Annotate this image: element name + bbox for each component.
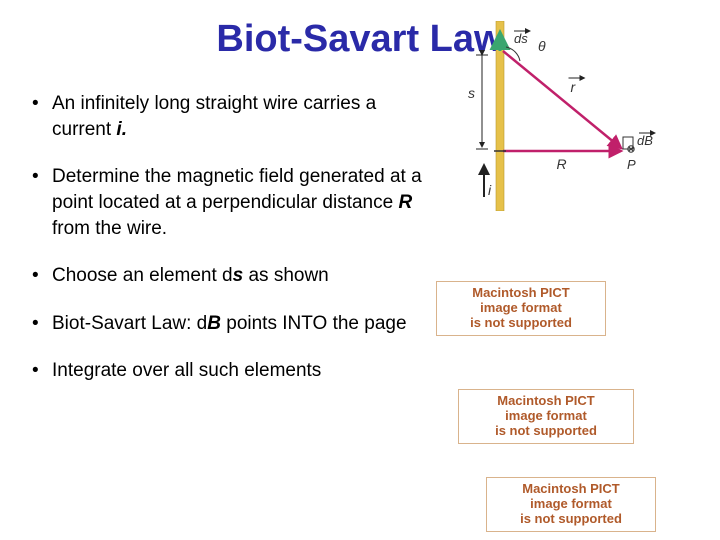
bullet-item: Biot-Savart Law: dB points INTO the page (28, 311, 428, 337)
right-column: dsθsrRPdBi Macintosh PICT image format i… (428, 69, 693, 384)
svg-text:r: r (571, 79, 577, 95)
pict-error-2: Macintosh PICT image format is not suppo… (458, 389, 634, 444)
wire-diagram: dsθ s r R PdB i (450, 21, 660, 211)
bullet-item: Integrate over all such elements (28, 358, 428, 384)
pict-error-1: Macintosh PICT image format is not suppo… (436, 281, 606, 336)
svg-text:i: i (488, 182, 492, 198)
bullet-item: Choose an element ds as shown (28, 263, 428, 289)
svg-text:P: P (627, 157, 636, 172)
bullet-item: Determine the magnetic field generated a… (28, 164, 428, 241)
svg-text:dB: dB (637, 133, 653, 148)
pict-error-3: Macintosh PICT image format is not suppo… (486, 477, 656, 532)
svg-text:s: s (468, 85, 475, 101)
bullet-item: An infinitely long straight wire carries… (28, 91, 428, 142)
svg-text:θ: θ (538, 38, 546, 54)
svg-text:R: R (557, 156, 567, 172)
svg-text:ds: ds (514, 31, 528, 46)
content-row: An infinitely long straight wire carries… (0, 69, 720, 384)
bullet-list: An infinitely long straight wire carries… (28, 69, 428, 384)
